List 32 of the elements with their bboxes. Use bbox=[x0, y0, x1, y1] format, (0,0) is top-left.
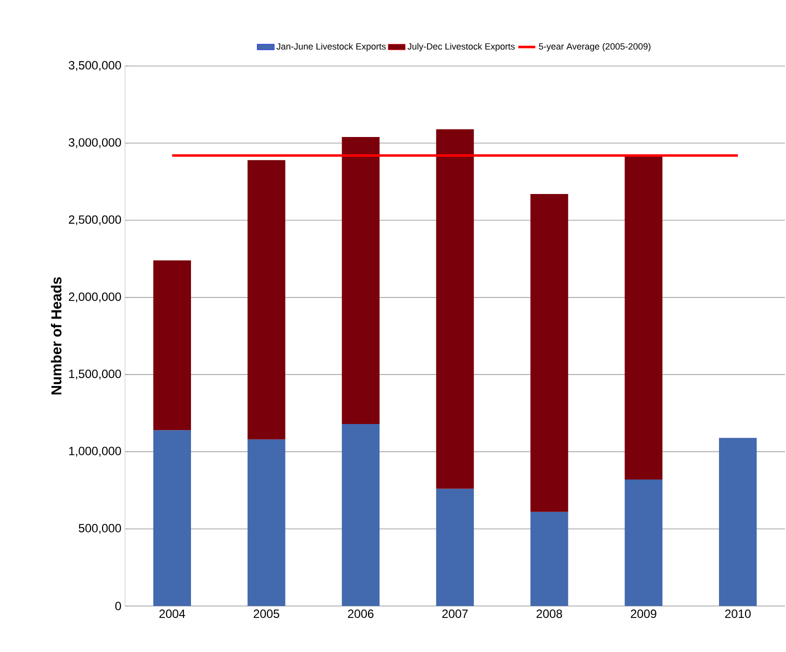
bar bbox=[624, 479, 662, 606]
y-tick-label: 1,000,000 bbox=[69, 446, 122, 457]
y-tick-label: 500,000 bbox=[78, 524, 122, 534]
bar bbox=[153, 430, 191, 606]
x-tick-label: 2007 bbox=[442, 610, 468, 618]
legend-label: Jan-June Livestock Exports bbox=[276, 43, 386, 52]
x-tick-label: 2005 bbox=[254, 610, 280, 618]
bar bbox=[436, 129, 474, 489]
bar bbox=[530, 512, 568, 606]
legend-label: 5-year Average (2005-2009) bbox=[538, 43, 650, 52]
bar bbox=[624, 155, 662, 480]
bar bbox=[436, 488, 474, 606]
bar bbox=[719, 438, 757, 606]
x-tick-label: 2009 bbox=[630, 610, 656, 618]
y-tick-label: 1,500,000 bbox=[69, 370, 122, 380]
y-tick-label: 0 bbox=[115, 602, 122, 610]
y-tick-label: 3,500,000 bbox=[68, 61, 122, 71]
bar bbox=[153, 260, 191, 430]
y-tick-label: 2,500,000 bbox=[68, 215, 122, 226]
bar bbox=[248, 160, 286, 440]
y-tick-label: 2,000,000 bbox=[68, 292, 122, 302]
bar bbox=[530, 194, 568, 512]
y-tick-label: 3,000,000 bbox=[68, 138, 122, 148]
y-axis-title: Number of Heads bbox=[50, 277, 62, 394]
bar bbox=[248, 439, 286, 606]
bar bbox=[342, 136, 380, 424]
x-tick-label: 2010 bbox=[725, 610, 751, 618]
x-tick-label: 2006 bbox=[348, 610, 374, 618]
legend-label: July-Dec Livestock Exports bbox=[408, 43, 515, 52]
x-tick-label: 2004 bbox=[159, 610, 186, 618]
bar bbox=[342, 424, 380, 606]
x-tick-label: 2008 bbox=[536, 610, 562, 618]
